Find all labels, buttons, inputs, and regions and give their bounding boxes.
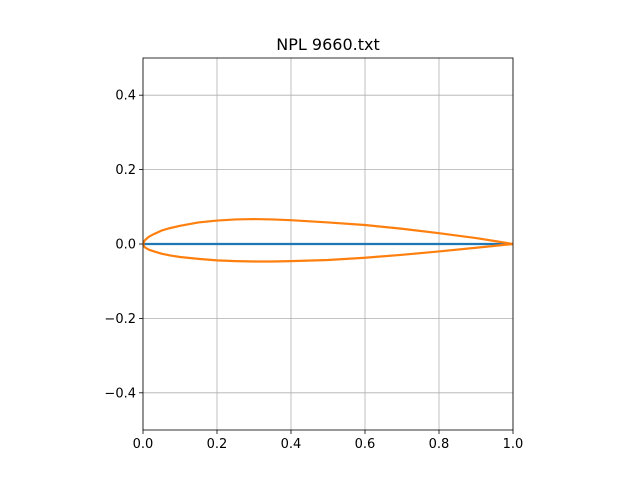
- y-tick-label: 0.2: [115, 163, 136, 178]
- x-tick-label: 1.0: [503, 437, 524, 452]
- y-tick-label: 0.0: [115, 238, 136, 253]
- y-tick-label: 0.4: [115, 89, 136, 104]
- x-tick-label: 0.8: [429, 437, 450, 452]
- series-layer: [143, 217, 513, 263]
- x-tick-label: 0.2: [207, 437, 228, 452]
- y-tick-label: −0.2: [104, 312, 136, 327]
- y-tick-label: −0.4: [104, 386, 136, 401]
- y-axis: −0.4 −0.2 0.0 0.2 0.4: [104, 89, 143, 401]
- x-tick-label: 0.6: [355, 437, 376, 452]
- x-axis: 0.0 0.2 0.4 0.6 0.8 1.0: [133, 430, 524, 452]
- chart-title: NPL 9660.txt: [276, 35, 379, 54]
- x-tick-label: 0.4: [281, 437, 302, 452]
- airfoil-outline: [143, 217, 513, 263]
- x-tick-label: 0.0: [133, 437, 154, 452]
